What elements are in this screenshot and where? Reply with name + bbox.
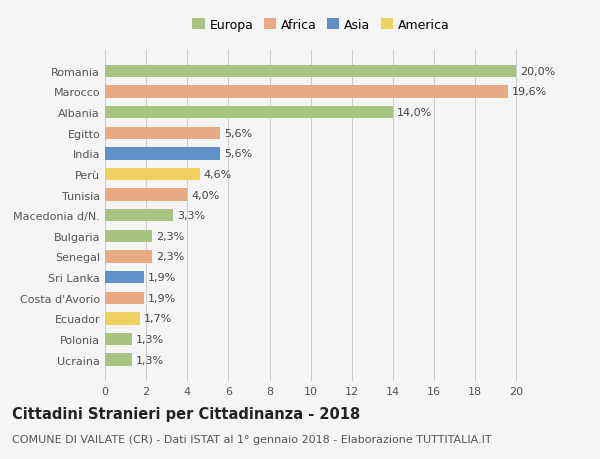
Text: 14,0%: 14,0% xyxy=(397,108,433,118)
Bar xyxy=(105,333,132,345)
Legend: Europa, Africa, Asia, America: Europa, Africa, Asia, America xyxy=(187,14,455,37)
Text: 1,9%: 1,9% xyxy=(148,293,176,303)
Bar xyxy=(105,86,508,98)
Bar xyxy=(105,168,200,181)
Text: 3,3%: 3,3% xyxy=(177,211,205,221)
Bar xyxy=(105,66,517,78)
Bar xyxy=(105,271,144,284)
Bar xyxy=(105,251,152,263)
Text: 20,0%: 20,0% xyxy=(521,67,556,77)
Bar xyxy=(105,313,140,325)
Bar xyxy=(105,230,152,242)
Bar xyxy=(105,148,220,160)
Bar xyxy=(105,210,173,222)
Bar xyxy=(105,292,144,304)
Text: 2,3%: 2,3% xyxy=(157,252,185,262)
Text: 5,6%: 5,6% xyxy=(224,129,253,139)
Bar xyxy=(105,127,220,140)
Text: 2,3%: 2,3% xyxy=(157,231,185,241)
Text: 1,3%: 1,3% xyxy=(136,334,164,344)
Bar xyxy=(105,189,187,202)
Text: 1,7%: 1,7% xyxy=(144,313,172,324)
Bar xyxy=(105,353,132,366)
Text: 1,3%: 1,3% xyxy=(136,355,164,365)
Text: Cittadini Stranieri per Cittadinanza - 2018: Cittadini Stranieri per Cittadinanza - 2… xyxy=(12,406,360,421)
Text: COMUNE DI VAILATE (CR) - Dati ISTAT al 1° gennaio 2018 - Elaborazione TUTTITALIA: COMUNE DI VAILATE (CR) - Dati ISTAT al 1… xyxy=(12,434,491,444)
Text: 4,0%: 4,0% xyxy=(191,190,220,200)
Text: 4,6%: 4,6% xyxy=(204,169,232,179)
Text: 19,6%: 19,6% xyxy=(512,87,548,97)
Bar xyxy=(105,106,393,119)
Text: 5,6%: 5,6% xyxy=(224,149,253,159)
Text: 1,9%: 1,9% xyxy=(148,273,176,282)
